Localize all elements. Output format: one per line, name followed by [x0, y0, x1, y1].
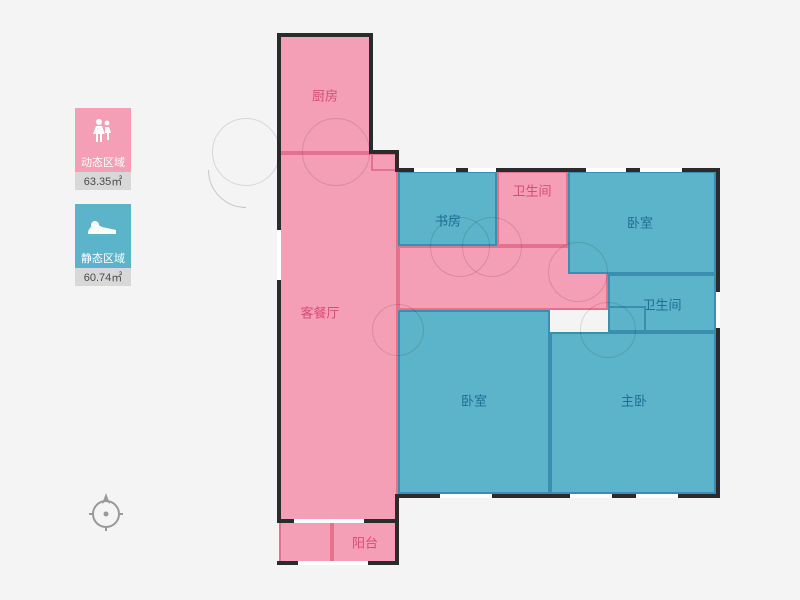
door-arc	[548, 242, 608, 302]
door-arc	[580, 302, 636, 358]
wall-segment	[277, 33, 373, 37]
door-arc	[372, 304, 424, 356]
room-label-balcony: 阳台	[352, 533, 378, 552]
people-icon	[75, 108, 131, 152]
door-arc	[462, 217, 522, 277]
compass-icon	[85, 490, 127, 532]
wall-opening	[570, 494, 612, 498]
legend-static: 静态区域60.74㎡	[75, 204, 131, 286]
wall-opening	[277, 230, 281, 280]
wall-segment	[369, 33, 373, 153]
wall-segment	[395, 519, 399, 565]
room-living_top	[371, 153, 398, 171]
room-master	[550, 332, 716, 494]
wall-opening	[636, 494, 678, 498]
room-label-living: 客餐厅	[300, 303, 339, 322]
room-label-bedroom_sw: 卧室	[461, 391, 487, 410]
room-label-bedroom_ne: 卧室	[627, 213, 653, 232]
legend-value: 63.35㎡	[75, 172, 131, 190]
legend-title: 动态区域	[75, 152, 131, 172]
legend-title: 静态区域	[75, 248, 131, 268]
wall-opening	[414, 168, 456, 172]
room-label-master: 主卧	[621, 391, 647, 410]
sleep-icon	[75, 204, 131, 248]
wall-segment	[716, 168, 720, 498]
legend-value: 60.74㎡	[75, 268, 131, 286]
wall-opening	[716, 292, 720, 328]
wall-opening	[640, 168, 682, 172]
room-label-bath2: 卫生间	[642, 295, 681, 314]
wall-opening	[586, 168, 626, 172]
door-arc	[302, 118, 370, 186]
room-label-kitchen: 厨房	[312, 86, 338, 105]
wall-opening	[294, 519, 364, 523]
room-label-bath1: 卫生间	[512, 181, 551, 200]
floorplan-canvas: 厨房客餐厅卫生间阳台书房卧室卫生间卧室主卧动态区域63.35㎡静态区域60.74…	[0, 0, 800, 600]
room-balcony_l	[279, 521, 332, 563]
wall-segment	[395, 494, 399, 521]
wall-opening	[468, 168, 496, 172]
wall-opening	[440, 494, 492, 498]
legend-dynamic: 动态区域63.35㎡	[75, 108, 131, 190]
wall-opening	[298, 561, 368, 565]
